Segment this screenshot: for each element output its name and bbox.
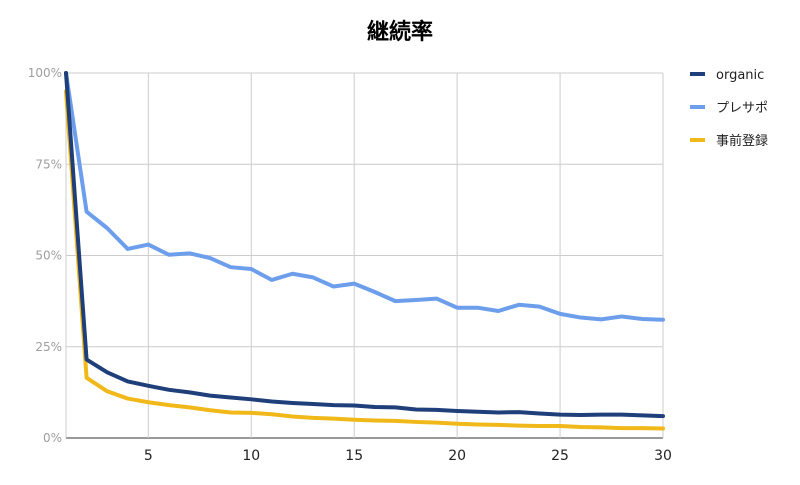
y-tick-label: 50% xyxy=(35,249,62,263)
y-tick-label: 75% xyxy=(35,157,62,171)
legend-label-1: プレサポ xyxy=(716,101,768,116)
x-tick-label: 15 xyxy=(345,448,363,464)
x-tick-label: 25 xyxy=(551,448,569,464)
x-tick-label: 30 xyxy=(654,448,672,464)
legend-label-2: 事前登録 xyxy=(716,133,768,149)
y-tick-label: 100% xyxy=(28,66,62,80)
x-axis-ticks: 5 10 15 20 25 30 xyxy=(144,448,672,464)
series-line-1 xyxy=(64,71,665,322)
x-tick-label: 20 xyxy=(448,448,466,464)
x-tick-label: 10 xyxy=(242,448,260,464)
y-tick-label: 0% xyxy=(43,431,62,445)
series-lines xyxy=(64,71,665,431)
legend-label-0: organic xyxy=(716,68,764,83)
series-line-2 xyxy=(64,89,665,431)
x-tick-label: 5 xyxy=(144,448,153,464)
y-tick-label: 25% xyxy=(35,340,62,354)
chart-title: 継続率 xyxy=(366,20,433,45)
y-axis-ticks: 0% 25% 50% 75% 100% xyxy=(28,66,62,445)
grid-lines xyxy=(65,72,664,439)
series-line-0 xyxy=(64,71,665,419)
